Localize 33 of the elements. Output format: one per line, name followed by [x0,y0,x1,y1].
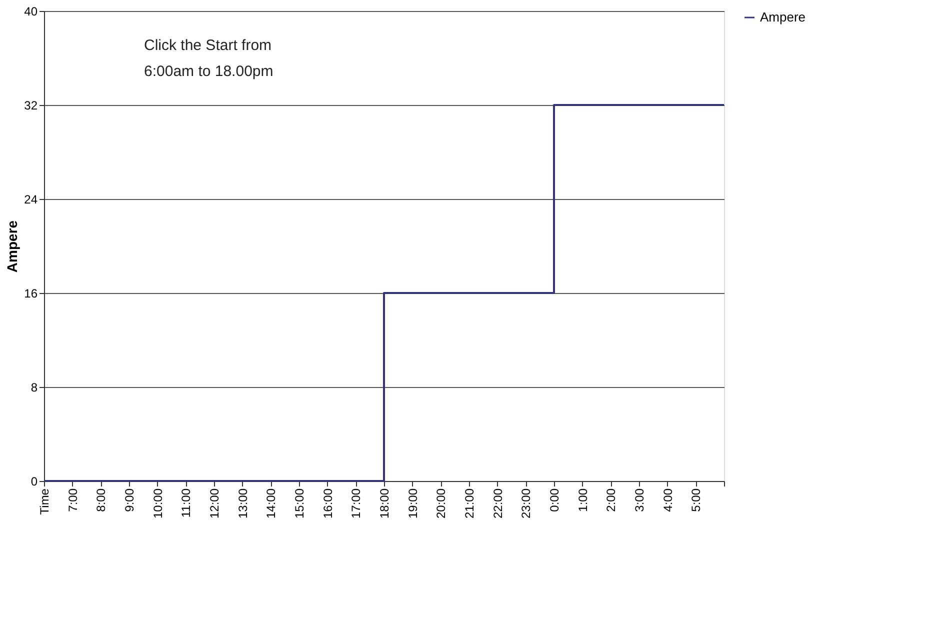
x-tick-label: 21:00 [462,488,476,519]
x-tick-label: 1:00 [576,488,590,512]
x-tick-label: 12:00 [208,488,222,519]
x-tick-label: 23:00 [519,488,534,519]
x-tick-label: 13:00 [236,488,250,519]
y-tick-label: 16 [24,286,38,300]
x-tick-label: 11:00 [179,488,194,518]
x-tick-label: 10:00 [150,488,165,519]
y-axis-title: Ampere [4,220,20,273]
x-tick-label: 16:00 [320,488,335,519]
y-tick-label: 24 [24,192,38,206]
x-tick-label: Time [38,488,52,515]
x-tick-label: 18:00 [378,488,392,519]
x-tick-label: 22:00 [490,488,505,519]
y-tick-label: 40 [24,4,38,18]
x-tick-label: 14:00 [264,488,278,519]
x-tick-label: 8:00 [94,488,108,512]
x-tick-label: 9:00 [122,488,136,512]
x-tick-label: 15:00 [292,488,306,519]
x-tick-label: 19:00 [406,488,420,519]
x-tick-label: 20:00 [434,488,448,519]
x-tick-label: 5:00 [689,488,704,512]
x-tick-label: 3:00 [632,488,646,512]
x-tick-label: 4:00 [660,488,675,512]
annotation: Click the Start from 6:00am to 18.00pm [144,37,274,80]
y-tick-label: 0 [30,474,38,488]
x-tick-label: 7:00 [66,488,80,512]
x-tick-label: 17:00 [349,488,364,519]
y-tick-label: 8 [30,380,38,394]
legend-label: Ampere [760,10,806,24]
x-tick-label: 0:00 [548,488,562,512]
y-tick-label: 32 [24,98,38,112]
x-tick-label: 2:00 [604,488,618,512]
